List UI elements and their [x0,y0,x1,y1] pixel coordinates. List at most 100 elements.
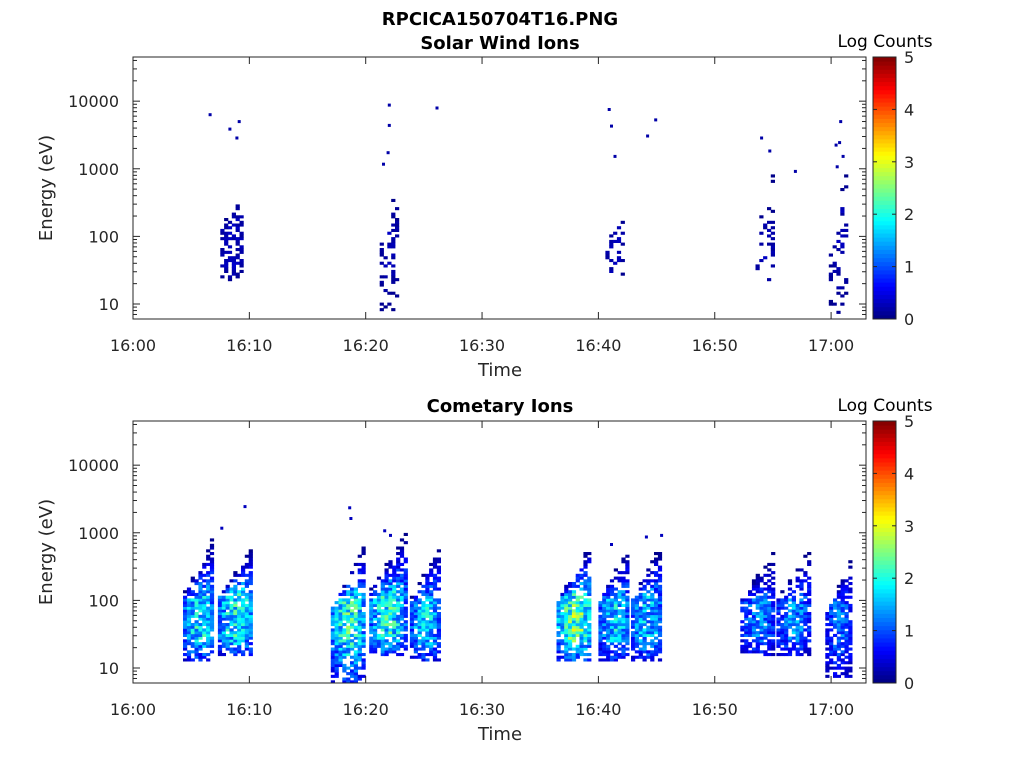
heatmap-cell [186,633,192,637]
heatmap-cell [217,606,223,610]
heatmap-cell [388,650,393,654]
heatmap-cell [776,598,781,602]
heatmap-cell [399,628,405,632]
heatmap-cell [598,647,603,651]
heatmap-cell [613,620,618,624]
heatmap-cell [770,242,775,246]
heatmap-cell [844,617,849,621]
heatmap-cell [787,598,793,602]
heatmap-cell [583,653,588,657]
heatmap-cell [224,269,229,273]
heatmap-cell [186,658,192,662]
heatmap-cell [376,592,382,596]
heatmap-cell [237,636,242,640]
heatmap-cell [334,614,339,618]
heatmap-cell [241,582,246,586]
heatmap-cell [829,617,834,621]
heatmap-cell [403,606,408,610]
heatmap-cell [396,565,401,569]
colorbar-tick-label: 0 [904,674,914,693]
heatmap-point [237,120,241,124]
heatmap-cell [776,631,781,635]
heatmap-cell [373,609,378,613]
heatmap-cell [575,598,580,602]
heatmap-cell [564,639,569,643]
heatmap-cell [429,623,434,627]
heatmap-cell [836,642,841,646]
colorbar-segment [873,130,896,136]
heatmap-cell [606,625,611,629]
heatmap-cell [202,612,207,616]
heatmap-cell [568,628,573,632]
heatmap-cell [237,590,242,594]
heatmap-cell [657,603,663,607]
heatmap-cell [432,579,438,583]
heatmap-cell [795,603,800,607]
heatmap-cell [763,223,768,227]
heatmap-cell [342,669,347,673]
heatmap-cell [183,631,188,635]
heatmap-cell [403,579,408,583]
heatmap-cell [425,592,430,596]
heatmap-cell [829,606,834,610]
heatmap-cell [613,631,618,635]
heatmap-cell [357,617,362,621]
heatmap-cell [654,603,659,607]
heatmap-cell [799,647,804,651]
heatmap-cell [571,639,577,643]
heatmap-cell [763,612,768,616]
heatmap-cell [432,598,438,602]
heatmap-cell [755,644,760,648]
colorbar-segment [873,650,896,655]
heatmap-cell [244,620,249,624]
heatmap-cell [833,603,838,607]
heatmap-cell [571,617,577,621]
heatmap-cell [833,647,838,651]
heatmap-cell [186,617,192,621]
heatmap-cell [621,603,626,607]
heatmap-cell [807,560,812,564]
heatmap-cell [369,592,374,596]
heatmap-cell [840,672,845,676]
heatmap-cell [606,636,611,640]
heatmap-cell [625,614,630,618]
heatmap-cell [396,631,401,635]
heatmap-cell [353,601,358,605]
heatmap-cell [227,220,233,224]
heatmap-cell [369,628,374,632]
heatmap-cell [190,623,195,627]
cometary-ions-colorbar-label: Log Counts [837,396,932,416]
heatmap-cell [748,642,753,646]
heatmap-cell [638,642,643,646]
heatmap-cell [598,628,603,632]
heatmap-cell [840,601,845,605]
heatmap-cell [198,609,203,613]
heatmap-cell [233,631,238,635]
heatmap-cell [334,617,339,621]
heatmap-cell [836,291,841,295]
heatmap-cell [357,584,362,588]
heatmap-cell [221,639,226,643]
heatmap-cell [767,278,772,282]
heatmap-cell [425,573,430,577]
heatmap-cell [617,623,622,627]
heatmap-cell [613,261,618,265]
heatmap-cell [353,590,358,594]
heatmap-cell [803,636,808,640]
heatmap-cell [657,628,663,632]
heatmap-cell [229,595,234,599]
y-tick-label: 10000 [68,92,119,111]
heatmap-cell [417,633,422,637]
heatmap-cell [621,595,626,599]
heatmap-cell [848,609,853,613]
heatmap-cell [396,639,401,643]
heatmap-cell [388,633,393,637]
heatmap-cell [751,650,757,654]
heatmap-cell [836,653,841,657]
heatmap-cell [579,644,584,648]
heatmap-cell [755,620,760,624]
heatmap-cell [844,603,849,607]
heatmap-cell [206,609,211,613]
heatmap-cell [421,614,426,618]
heatmap-cell [429,653,434,657]
